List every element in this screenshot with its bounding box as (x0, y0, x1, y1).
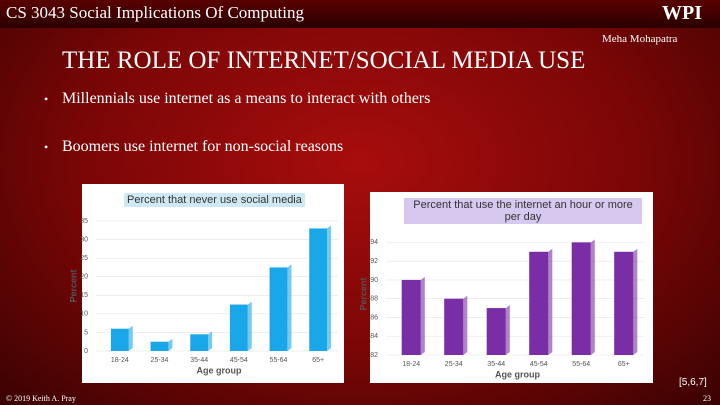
bar (401, 279, 421, 355)
bar (444, 298, 464, 355)
chart-title: Percent that use the internet an hour or… (404, 198, 642, 224)
bar-side (327, 225, 332, 351)
x-tick-label: 35-44 (190, 357, 208, 364)
y-tick-label: 94 (370, 239, 378, 246)
x-tick-label: 45-54 (230, 357, 248, 364)
y-tick-label: 90 (370, 277, 378, 284)
course-title: CS 3043 Social Implications Of Computing (6, 3, 304, 22)
bar (229, 304, 248, 351)
slide-title: THE ROLE OF INTERNET/SOCIAL MEDIA USE (62, 47, 586, 74)
bar-side (548, 248, 553, 355)
x-axis-label: Age group (197, 365, 242, 375)
bar (110, 328, 129, 351)
bar (529, 251, 549, 355)
x-tick-label: 18-24 (111, 357, 129, 364)
bar-side (247, 301, 252, 351)
logo: WPI (662, 2, 702, 24)
copyright: © 2019 Keith A. Pray (6, 394, 76, 403)
bullet: Boomers use internet for non-social reas… (44, 137, 432, 157)
bar-side (463, 295, 468, 355)
x-tick-label: 25-34 (445, 361, 463, 368)
x-tick-label: 65+ (312, 357, 324, 364)
x-tick-label: 55-64 (572, 361, 590, 368)
bar (309, 228, 328, 351)
y-tick-label: 84 (370, 333, 378, 340)
bar-side (287, 264, 292, 351)
y-tick-label: 88 (370, 296, 378, 303)
header-bar (0, 0, 720, 28)
bar (614, 251, 634, 355)
x-tick-label: 65+ (618, 361, 630, 368)
bar (571, 242, 591, 355)
author: Meha Mohapatra (602, 33, 678, 45)
y-axis-label: Percent (358, 277, 368, 310)
y-tick-label: 15 (80, 292, 88, 299)
x-tick-label: 35-44 (487, 361, 505, 368)
bar-side (128, 325, 133, 351)
chart-title: Percent that never use social media (124, 193, 305, 207)
x-tick-label: 45-54 (530, 361, 548, 368)
bar-side (420, 276, 425, 355)
bar-side (168, 338, 173, 351)
bar (486, 308, 506, 355)
bar-side (505, 305, 510, 355)
bullet: Millennials use internet as a means to i… (44, 89, 432, 109)
y-tick-label: 35 (80, 218, 88, 225)
y-tick-label: 0 (84, 348, 88, 355)
bar-side (633, 248, 638, 355)
y-tick-label: 5 (84, 329, 88, 336)
bar-side (208, 331, 213, 351)
bar-side (590, 239, 595, 355)
bar (269, 267, 288, 351)
y-tick-label: 82 (370, 352, 378, 359)
x-tick-label: 55-64 (270, 357, 288, 364)
y-tick-label: 10 (80, 311, 88, 318)
y-tick-label: 30 (80, 236, 88, 243)
x-tick-label: 25-34 (151, 357, 169, 364)
x-axis-label: Age group (495, 369, 540, 379)
y-tick-label: 25 (80, 255, 88, 262)
bar (190, 334, 209, 351)
references: [5,6,7] (679, 377, 707, 388)
y-axis-label: Percent (68, 269, 78, 302)
x-tick-label: 18-24 (402, 361, 420, 368)
y-tick-label: 20 (80, 274, 88, 281)
page-number: 23 (703, 394, 711, 403)
y-tick-label: 86 (370, 314, 378, 321)
y-tick-label: 92 (370, 258, 378, 265)
bar (150, 341, 169, 351)
